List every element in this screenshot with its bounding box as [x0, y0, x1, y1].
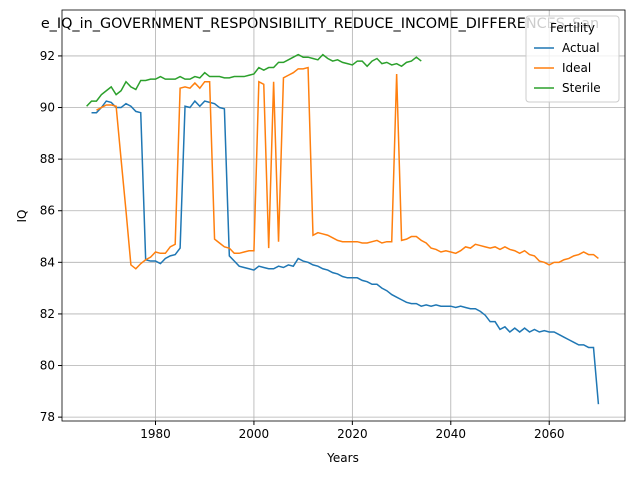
legend-label: Sterile — [562, 81, 601, 95]
y-tick-label: 84 — [40, 255, 55, 269]
series-line — [96, 66, 599, 270]
x-tick-label: 1980 — [140, 427, 171, 441]
x-tick-label: 2000 — [239, 427, 270, 441]
legend-label: Actual — [562, 41, 600, 55]
plot-frame — [61, 9, 626, 422]
y-axis-label: IQ — [15, 210, 29, 223]
series-line — [86, 53, 422, 107]
legend-label: Ideal — [562, 61, 591, 75]
y-tick-label: 78 — [40, 410, 55, 424]
y-tick-label: 88 — [40, 152, 55, 166]
y-tick-label: 90 — [40, 101, 55, 115]
y-tick-label: 92 — [40, 49, 55, 63]
y-tick-label: 82 — [40, 307, 55, 321]
y-tick-label: 80 — [40, 359, 55, 373]
x-axis-label: Years — [326, 451, 359, 465]
series-line — [91, 99, 600, 405]
x-tick-label: 2040 — [436, 427, 467, 441]
y-tick-label: 86 — [40, 204, 55, 218]
legend-title: Fertility — [550, 21, 595, 35]
x-tick-label: 2060 — [534, 427, 565, 441]
legend-box — [525, 15, 620, 103]
x-tick-label: 2020 — [337, 427, 368, 441]
chart-title: e_IQ_in_GOVERNMENT_RESPONSIBILITY_REDUCE… — [41, 16, 599, 32]
